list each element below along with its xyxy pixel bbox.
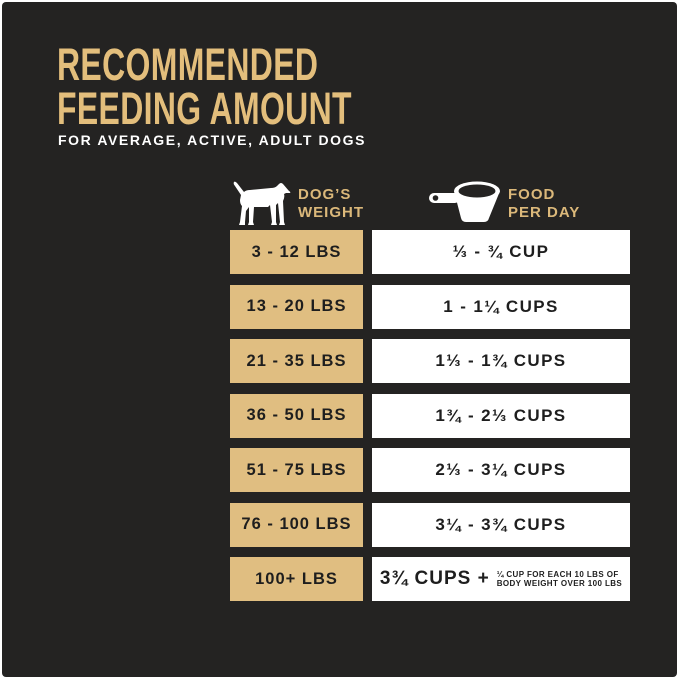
food-cell: 3¾ CUPS + ¼ CUP FOR EACH 10 LBS OF BODY … bbox=[372, 557, 630, 601]
food-column-header-line2: PER DAY bbox=[508, 203, 581, 221]
table-row: 51 - 75 LBS 2⅓ - 3¼ CUPS bbox=[230, 448, 630, 492]
page-title-line2: FEEDING AMOUNT bbox=[57, 83, 352, 134]
weight-column-header: DOG’S WEIGHT bbox=[298, 186, 364, 221]
food-note-line2: BODY WEIGHT OVER 100 LBS bbox=[496, 579, 623, 588]
food-cell: 1 - 1¼ CUPS bbox=[372, 284, 630, 329]
page-title-line1: RECOMMENDED bbox=[57, 39, 319, 90]
table-row: 13 - 20 LBS 1 - 1¼ CUPS bbox=[230, 284, 630, 329]
food-cell: 1¾ - 2⅓ CUPS bbox=[372, 393, 630, 438]
page-subtitle: FOR AVERAGE, ACTIVE, ADULT DOGS bbox=[58, 132, 367, 148]
table-row: 100+ LBS 3¾ CUPS + ¼ CUP FOR EACH 10 LBS… bbox=[230, 557, 630, 601]
food-column-header: FOOD PER DAY bbox=[508, 186, 580, 221]
table-row: 36 - 50 LBS 1¾ - 2⅓ CUPS bbox=[230, 393, 630, 438]
page-title: RECOMMENDED FEEDING AMOUNT bbox=[57, 39, 352, 134]
measuring-cup-icon bbox=[429, 181, 500, 222]
table-row: 3 - 12 LBS ⅓ - ¾ CUP bbox=[230, 230, 630, 274]
dog-icon bbox=[233, 181, 291, 225]
weight-cell: 36 - 50 LBS bbox=[230, 393, 363, 438]
weight-cell: 51 - 75 LBS bbox=[230, 448, 363, 492]
weight-cell: 100+ LBS bbox=[230, 557, 363, 601]
weight-cell: 13 - 20 LBS bbox=[230, 284, 363, 329]
food-cell: ⅓ - ¾ CUP bbox=[372, 230, 630, 274]
weight-column-header-line2: WEIGHT bbox=[298, 203, 364, 221]
weight-cell: 76 - 100 LBS bbox=[230, 502, 363, 547]
food-note: ¼ CUP FOR EACH 10 LBS OF BODY WEIGHT OVE… bbox=[497, 570, 622, 589]
food-cell: 3¼ - 3¾ CUPS bbox=[372, 502, 630, 547]
food-cell: 2⅓ - 3¼ CUPS bbox=[372, 448, 630, 492]
table-row: 21 - 35 LBS 1⅓ - 1¾ CUPS bbox=[230, 339, 630, 383]
food-cell: 1⅓ - 1¾ CUPS bbox=[372, 339, 630, 383]
feeding-table: 3 - 12 LBS ⅓ - ¾ CUP 13 - 20 LBS 1 - 1¼ … bbox=[230, 230, 630, 601]
food-amount: 3¾ CUPS + bbox=[379, 568, 490, 589]
weight-cell: 3 - 12 LBS bbox=[230, 230, 363, 274]
weight-column-header-line1: DOG’S bbox=[298, 186, 352, 203]
food-column-header-line1: FOOD bbox=[508, 186, 556, 203]
weight-cell: 21 - 35 LBS bbox=[230, 339, 363, 383]
table-row: 76 - 100 LBS 3¼ - 3¾ CUPS bbox=[230, 502, 630, 547]
food-note-line1: ¼ CUP FOR EACH 10 LBS OF bbox=[496, 569, 619, 579]
